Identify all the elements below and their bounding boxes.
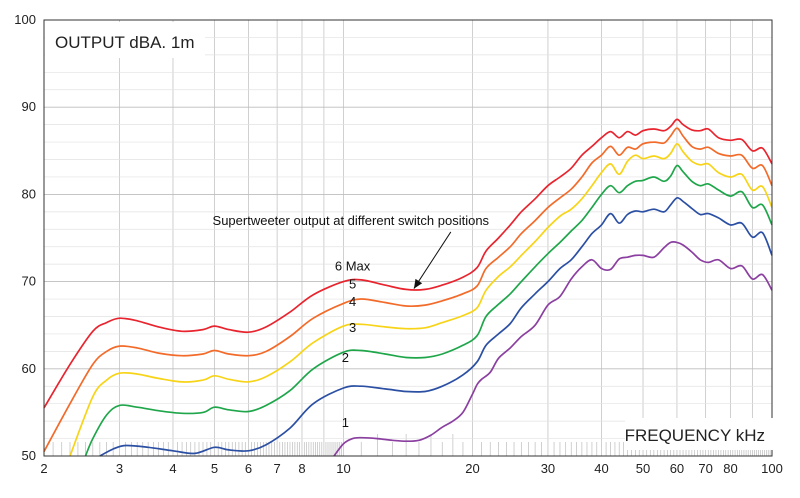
series-line-3 [69, 142, 773, 457]
series-line-1 [43, 118, 773, 409]
series-line-6 [333, 241, 773, 457]
y-tick-label: 70 [22, 274, 36, 289]
x-tick-label: 7 [274, 461, 281, 476]
series-label-3: 4 [349, 294, 356, 309]
x-tick-label: 70 [698, 461, 712, 476]
y-tick-label: 60 [22, 361, 36, 376]
y-tick-label: 50 [22, 448, 36, 463]
series-label-6: 1 [342, 415, 349, 430]
x-tick-label: 6 [245, 461, 252, 476]
x-tick-label: 8 [298, 461, 305, 476]
series-group [43, 118, 773, 457]
x-tick-label: 50 [636, 461, 650, 476]
annotation-arrow-head [413, 278, 423, 289]
series-label-2: 5 [349, 277, 356, 292]
series-line-2 [43, 127, 773, 453]
annotation-arrow-line [413, 231, 452, 289]
x-tick-label: 60 [670, 461, 684, 476]
x-tick-label: 5 [211, 461, 218, 476]
plot-frame [43, 19, 773, 457]
y-tick-label: 100 [14, 12, 36, 27]
annotation-group: Supertweeter output at different switch … [213, 213, 490, 289]
x-tick-label: 3 [116, 461, 123, 476]
xlabel-box [625, 418, 773, 450]
series-label-5: 2 [342, 350, 349, 365]
x-tick-label: 4 [169, 461, 176, 476]
series-line-4 [84, 164, 773, 457]
series-label-1: 6 Max [335, 258, 371, 273]
x-axis-label: FREQUENCY kHz [625, 426, 765, 445]
x-tick-label: 80 [723, 461, 737, 476]
annotation-text: Supertweeter output at different switch … [213, 213, 490, 228]
y-tick-label: 80 [22, 186, 36, 201]
x-tick-label: 2 [40, 461, 47, 476]
chart-grid [44, 20, 772, 456]
y-tick-label: 90 [22, 99, 36, 114]
chart-title: OUTPUT dBA. 1m [55, 33, 195, 52]
x-tick-label: 40 [594, 461, 608, 476]
series-labels: 6 Max 5 4 32 1 [335, 258, 371, 430]
x-tick-label: 30 [541, 461, 555, 476]
x-tick-label: 10 [336, 461, 350, 476]
title-box [45, 22, 205, 58]
x-tick-label: 20 [465, 461, 479, 476]
x-tick-label: 100 [761, 461, 783, 476]
series-label-4: 3 [349, 320, 356, 335]
series-line-5 [99, 196, 773, 457]
